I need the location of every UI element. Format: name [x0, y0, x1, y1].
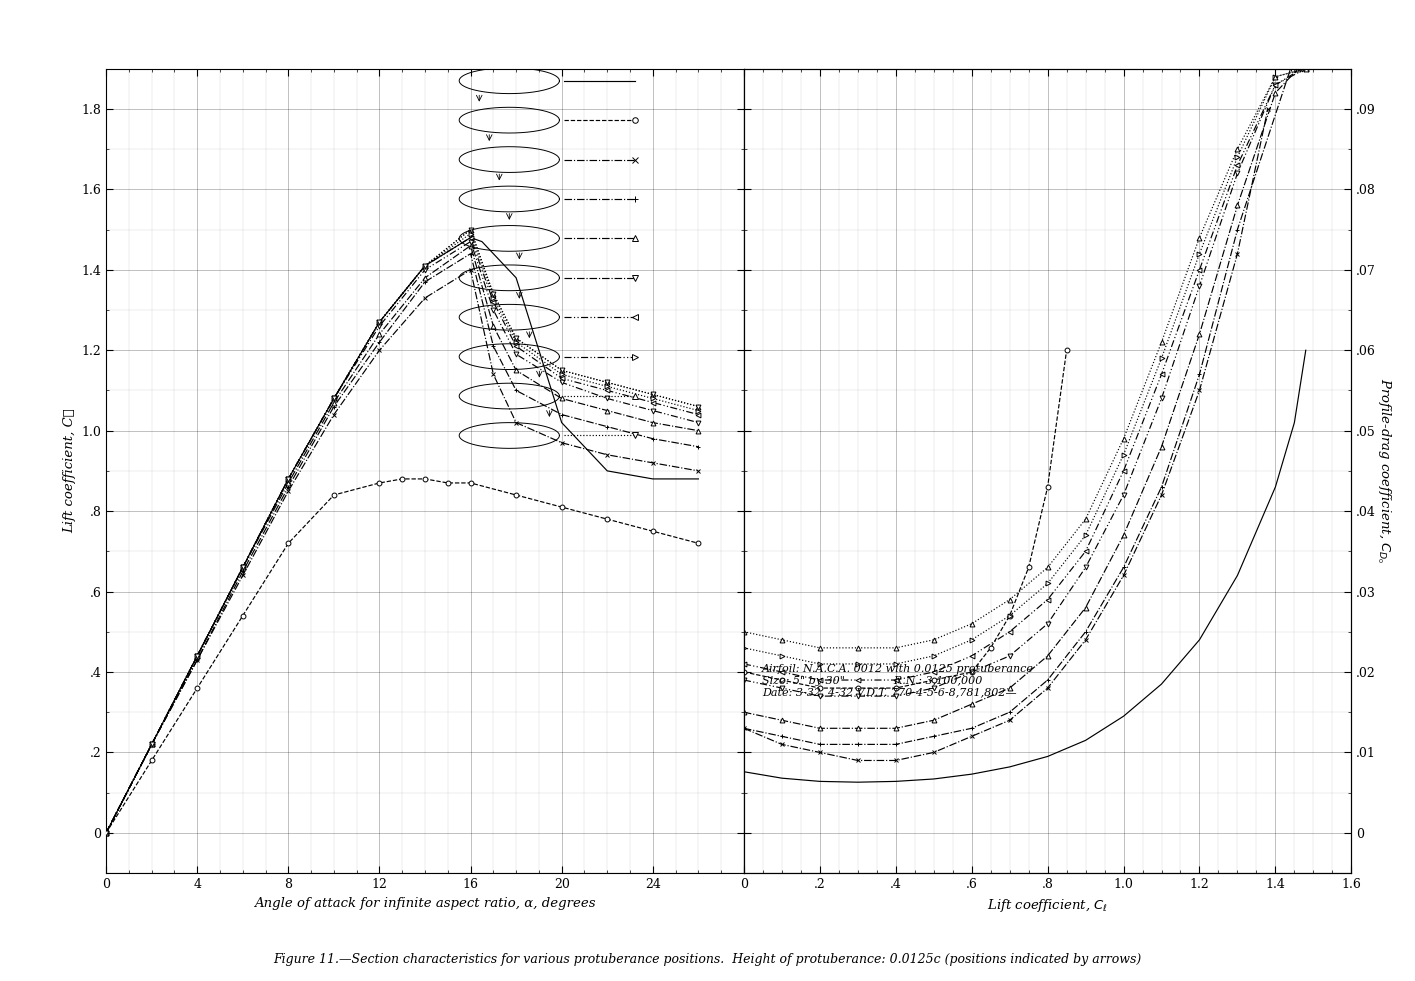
- X-axis label: Angle of attack for infinite aspect ratio, α, degrees: Angle of attack for infinite aspect rati…: [255, 897, 596, 909]
- Text: Figure 11.—Section characteristics for various protuberance positions.  Height o: Figure 11.—Section characteristics for v…: [273, 954, 1142, 966]
- Y-axis label: Profile-drag coefficient, $C_{D_0}$: Profile-drag coefficient, $C_{D_0}$: [1375, 378, 1392, 564]
- Text: Airfoil: N.A.C.A. 0012 with 0.0125 protuberance
Size: 5" by 30"              R.N: Airfoil: N.A.C.A. 0012 with 0.0125 protu…: [763, 664, 1034, 697]
- X-axis label: Lift coefficient, $C_\ell$: Lift coefficient, $C_\ell$: [988, 897, 1108, 913]
- Y-axis label: Lift coefficient, Cℓ: Lift coefficient, Cℓ: [62, 408, 76, 534]
